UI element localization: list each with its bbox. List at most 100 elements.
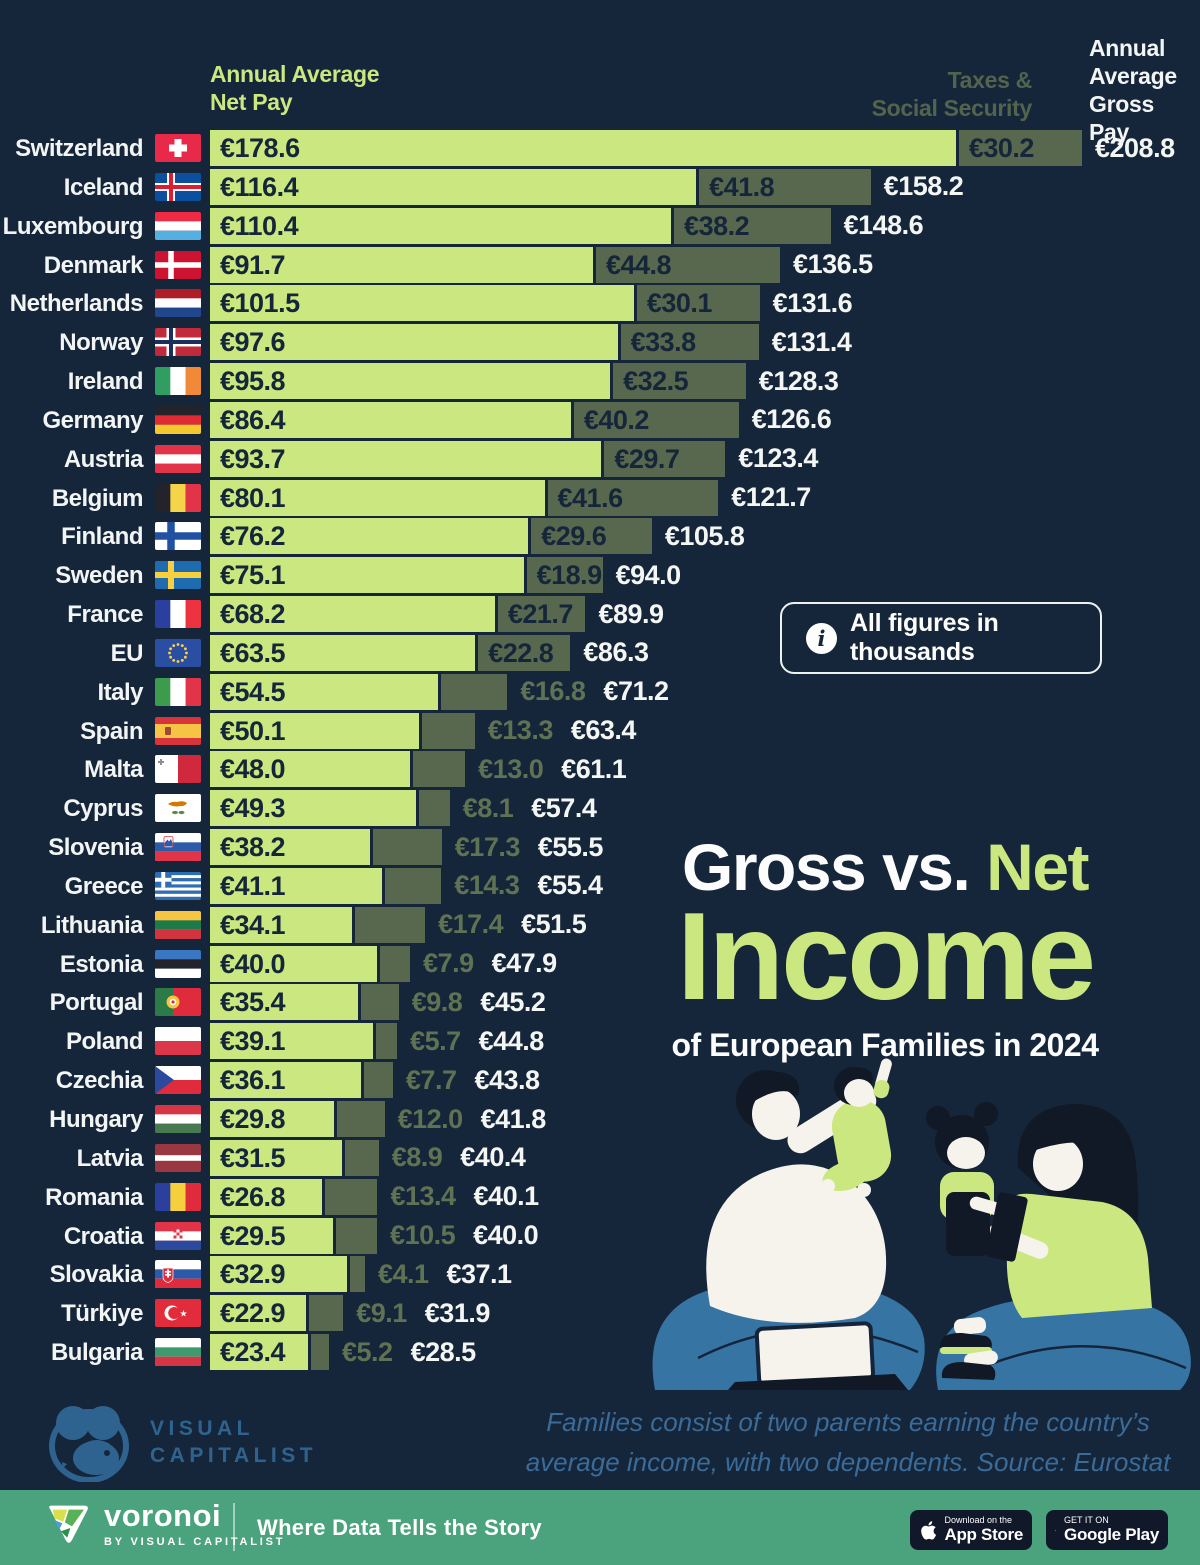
- chart-row-bg: Bulgaria €23.4 €5.2 €28.5: [0, 1334, 1200, 1371]
- taxes-value: €8.1: [462, 792, 514, 823]
- net-pay-bar: €63.5: [210, 634, 476, 671]
- net-pay-value: €93.7: [220, 443, 286, 474]
- net-pay-value: €50.1: [220, 715, 286, 746]
- taxes-bar: €21.7: [497, 596, 586, 633]
- row-end-labels: €9.1 €31.9: [356, 1295, 490, 1331]
- net-pay-value: €116.4: [220, 171, 299, 202]
- country-label: EU: [110, 639, 144, 667]
- flag-icon-be: [155, 483, 201, 512]
- taxes-value: €21.7: [507, 599, 574, 630]
- taxes-value: €40.2: [583, 404, 650, 435]
- country-label: Malta: [84, 756, 143, 784]
- taxes-value: €12.0: [397, 1103, 464, 1134]
- country-label: Luxembourg: [2, 212, 144, 240]
- family-illustration: [652, 1058, 1191, 1390]
- net-pay-value: €91.7: [220, 249, 286, 280]
- flag-icon-pt: [155, 988, 201, 1017]
- taxes-value: €30.2: [968, 133, 1035, 163]
- flag-icon-mt: [155, 755, 201, 784]
- country-label: Austria: [63, 445, 144, 473]
- taxes-value: €13.3: [487, 715, 554, 746]
- flag-icon-es: [155, 716, 201, 745]
- vc-logo-line1: VISUAL: [150, 1416, 255, 1440]
- net-pay-value: €34.1: [220, 909, 286, 940]
- chart-row-pl: Poland €39.1 €5.7 €44.8: [0, 1023, 1200, 1060]
- taxes-value: €10.5: [390, 1220, 456, 1251]
- google-play-badge-bottom: Google Play: [1064, 1525, 1159, 1545]
- gross-pay-value: €41.8: [480, 1103, 547, 1134]
- net-pay-bar: €101.5: [210, 285, 634, 322]
- taxes-bar: [337, 1101, 385, 1137]
- row-end-labels: €5.7 €44.8: [410, 1023, 544, 1059]
- taxes-bar: [324, 1178, 378, 1215]
- taxes-value: €17.3: [454, 831, 521, 862]
- row-end-labels: €89.9: [598, 596, 664, 632]
- net-pay-bar: €48.0: [210, 751, 411, 788]
- row-end-labels: €4.1 €37.1: [378, 1256, 512, 1292]
- row-end-labels: €105.8: [665, 518, 745, 554]
- taxes-value: €32.5: [623, 366, 689, 397]
- visual-capitalist-logo: VISUAL CAPITALIST: [44, 1402, 317, 1482]
- gross-pay-value: €208.8: [1095, 132, 1175, 163]
- country-label: Spain: [80, 717, 143, 745]
- chart-row-pt: Portugal €35.4 €9.8 €45.2: [0, 984, 1200, 1021]
- gross-pay-value: €126.6: [751, 404, 832, 435]
- row-end-labels: €86.3: [583, 635, 649, 671]
- gross-pay-value: €121.7: [731, 482, 811, 513]
- gross-pay-value: €47.9: [491, 948, 558, 979]
- chart-row-ee: Estonia €40.0 €7.9 €47.9: [0, 945, 1200, 982]
- app-store-badge-bottom: App Store: [944, 1525, 1023, 1545]
- net-pay-value: €31.5: [220, 1142, 286, 1173]
- chart-row-cz: Czechia €36.1 €7.7 €43.8: [0, 1062, 1200, 1099]
- chart-row-si: Slovenia €38.2 €17.3 €55.5: [0, 829, 1200, 866]
- net-pay-bar: €49.3: [210, 790, 416, 827]
- chart-row-mt: Malta €48.0 €13.0 €61.1: [0, 751, 1200, 788]
- net-pay-value: €76.2: [220, 521, 286, 552]
- flag-icon-lu: [155, 211, 201, 240]
- app-store-badge[interactable]: Download on the App Store: [910, 1510, 1032, 1550]
- net-pay-bar: €97.6: [210, 324, 618, 361]
- net-pay-bar: €39.1: [210, 1023, 374, 1060]
- chart-row-be: Belgium €80.1 €41.6 €121.7: [0, 479, 1200, 516]
- country-label: Poland: [65, 1028, 144, 1056]
- taxes-value: €41.8: [709, 171, 775, 202]
- google-play-badge[interactable]: GET IT ON Google Play: [1046, 1510, 1168, 1550]
- title-subtitle: of European Families in 2024: [671, 1027, 1099, 1064]
- taxes-value: €29.7: [614, 443, 680, 474]
- gross-pay-value: €136.5: [793, 249, 873, 280]
- taxes-bar: €41.8: [699, 168, 871, 205]
- taxes-bar: €29.7: [604, 440, 726, 477]
- footer-tagline: Where Data Tells the Story: [257, 1514, 542, 1540]
- country-label: Netherlands: [9, 290, 144, 318]
- net-pay-column-header: Annual Average Net Pay: [210, 61, 380, 116]
- net-pay-bar: €75.1: [210, 557, 524, 594]
- taxes-value: €9.1: [356, 1297, 407, 1328]
- flag-icon-ro: [155, 1182, 201, 1211]
- taxes-value: €13.4: [390, 1181, 456, 1212]
- taxes-value: €8.9: [391, 1142, 443, 1173]
- net-pay-bar: €22.9: [210, 1295, 306, 1332]
- country-label: Estonia: [59, 950, 144, 978]
- taxes-bar: €44.8: [595, 246, 781, 283]
- country-label: Slovakia: [49, 1261, 144, 1289]
- chart-row-it: Italy €54.5 €16.8 €71.2: [0, 673, 1200, 710]
- net-pay-value: €29.5: [220, 1220, 286, 1251]
- row-end-labels: €131.6: [773, 285, 853, 321]
- flag-icon-sk: [155, 1260, 201, 1289]
- taxes-bar: [355, 906, 426, 943]
- net-pay-bar: €50.1: [210, 712, 420, 749]
- chart-row-hr: Croatia €29.5 €10.5 €40.0: [0, 1217, 1200, 1254]
- taxes-bar: €33.8: [620, 324, 759, 361]
- chart-row-at: Austria €93.7 €29.7 €123.4: [0, 440, 1200, 477]
- country-label: Hungary: [49, 1106, 143, 1133]
- net-pay-value: €22.9: [220, 1298, 286, 1329]
- flag-icon-cy: [155, 794, 201, 823]
- vc-logo-line2: CAPITALIST: [150, 1444, 318, 1467]
- app-store-badge-top: Download on the: [944, 1515, 1013, 1526]
- chart-row-fr: France €68.2 €21.7 €89.9: [0, 596, 1200, 633]
- row-end-labels: €13.3 €63.4: [487, 713, 637, 749]
- net-pay-value: €110.4: [220, 210, 299, 241]
- flag-icon-fr: [155, 600, 201, 629]
- chart-row-nl: Netherlands €101.5 €30.1 €131.6: [0, 285, 1200, 322]
- chart-row-sk: Slovakia €32.9 €4.1 €37.1: [0, 1256, 1200, 1293]
